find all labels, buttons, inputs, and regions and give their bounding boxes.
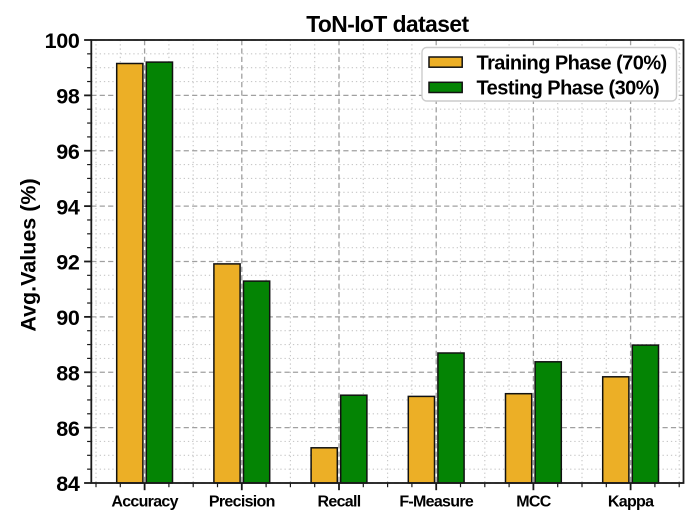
svg-text:Accuracy: Accuracy: [111, 494, 178, 511]
svg-text:MCC: MCC: [516, 494, 551, 511]
svg-text:ToN-IoT dataset: ToN-IoT dataset: [306, 11, 469, 37]
svg-text:Testing Phase (30%): Testing Phase (30%): [477, 78, 660, 100]
svg-text:Training Phase (70%): Training Phase (70%): [477, 52, 667, 74]
svg-text:90: 90: [56, 306, 80, 330]
svg-text:88: 88: [56, 361, 80, 385]
svg-text:Avg.Values (%): Avg.Values (%): [17, 178, 41, 331]
svg-text:F-Measure: F-Measure: [399, 494, 474, 511]
svg-text:Kappa: Kappa: [608, 494, 654, 511]
svg-text:96: 96: [56, 140, 80, 164]
svg-text:94: 94: [56, 195, 80, 219]
svg-text:100: 100: [45, 29, 80, 53]
svg-text:86: 86: [56, 417, 80, 441]
svg-text:Precision: Precision: [209, 494, 275, 511]
svg-text:Recall: Recall: [318, 494, 361, 511]
svg-text:92: 92: [56, 251, 80, 275]
svg-text:98: 98: [56, 85, 80, 109]
svg-text:84: 84: [56, 472, 80, 496]
